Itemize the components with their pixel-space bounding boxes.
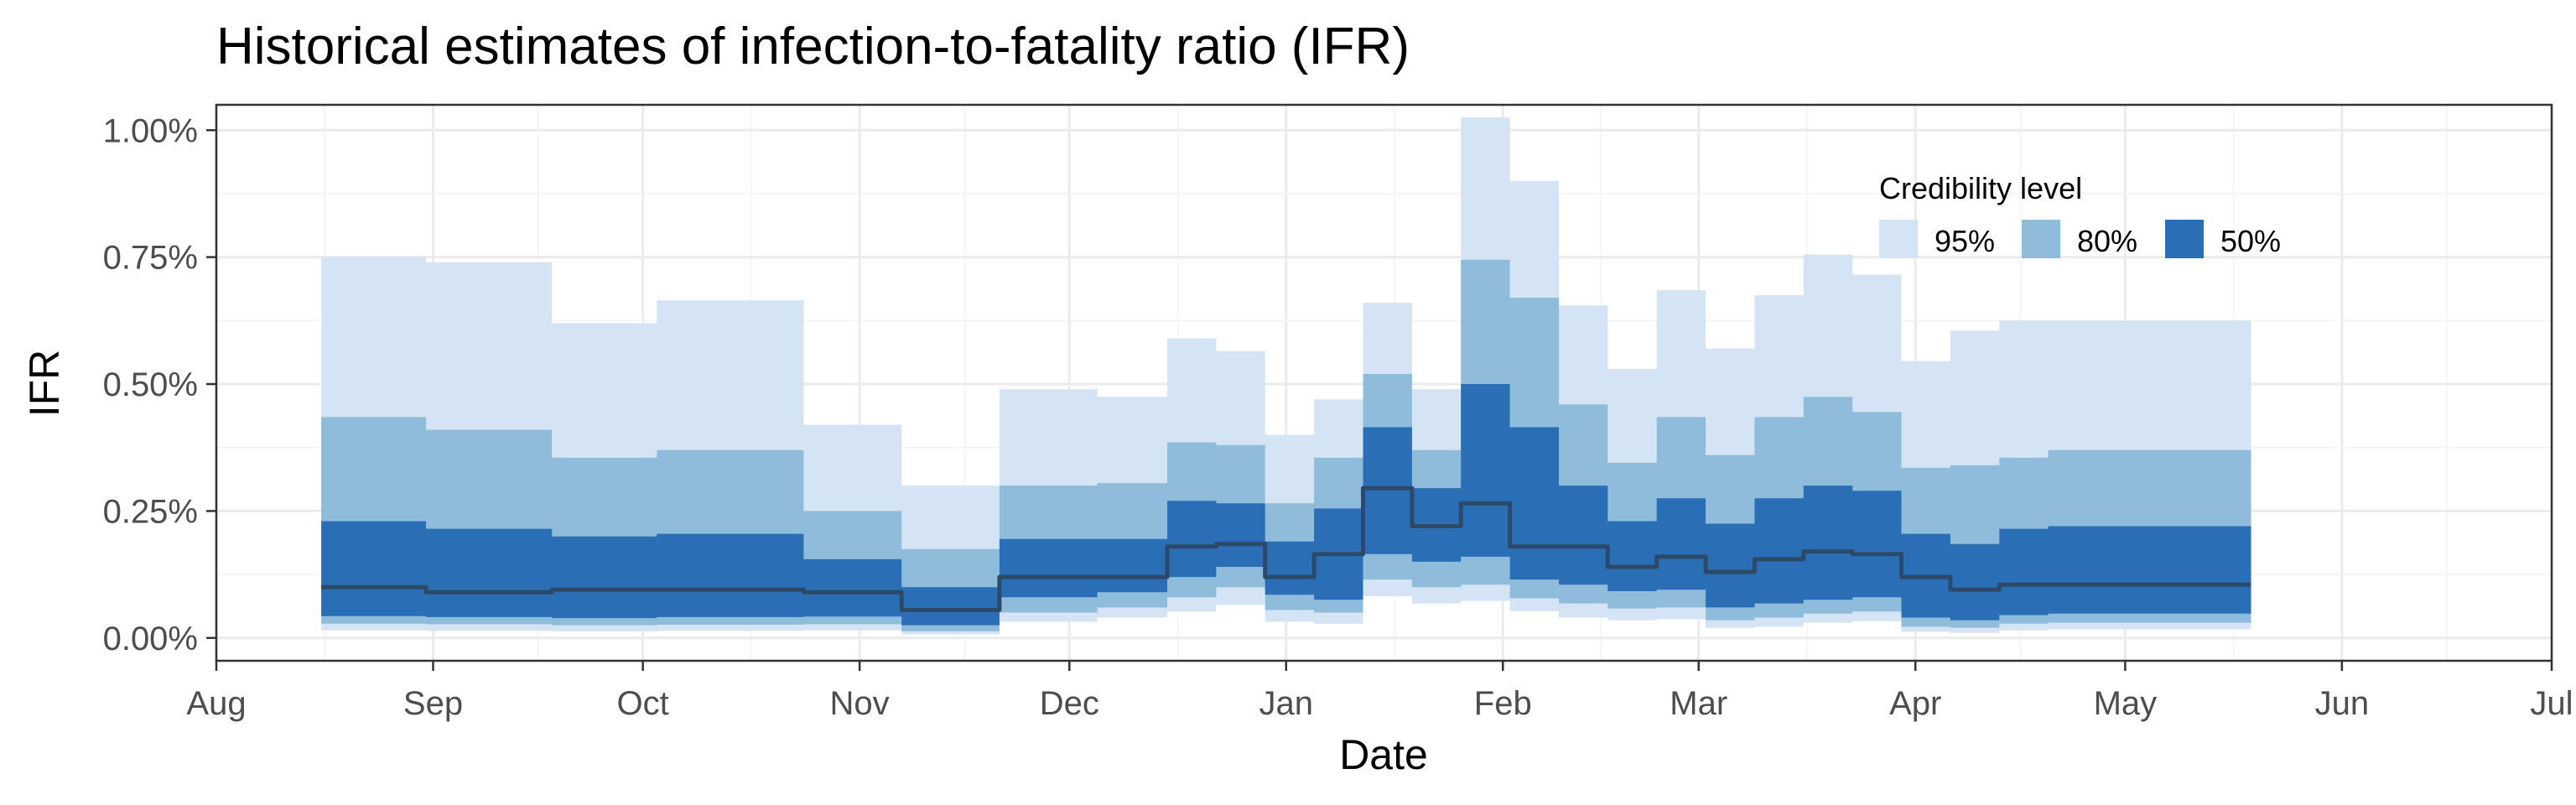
x-tick-label: Dec <box>1040 685 1099 722</box>
median-line-group <box>321 486 2251 612</box>
legend-swatch-80 <box>2022 220 2060 258</box>
x-tick-label: Sep <box>403 685 463 722</box>
y-tick-label: 1.00% <box>103 112 198 149</box>
legend-label: 95% <box>1935 224 1995 258</box>
y-axis-title: IFR <box>21 350 68 418</box>
chart-title: Historical estimates of infection-to-fat… <box>216 18 1410 75</box>
legend-label: 80% <box>2077 224 2137 258</box>
x-tick-label: Mar <box>1670 685 1727 722</box>
x-axis-title: Date <box>1339 731 1428 778</box>
legend-title: Credibility level <box>1879 171 2082 205</box>
x-tick-label: Aug <box>186 685 246 722</box>
y-tick-label: 0.50% <box>103 366 198 403</box>
legend-label: 50% <box>2220 224 2281 258</box>
legend-swatch-50 <box>2165 220 2204 258</box>
y-tick-label: 0.25% <box>103 493 198 530</box>
median-line <box>321 486 2251 612</box>
y-axis: 0.00% 0.25% 0.50% 0.75% 1.00% <box>103 112 216 657</box>
x-tick-label: Jun <box>2315 685 2370 722</box>
y-tick-label: 0.75% <box>103 240 198 277</box>
panel-border <box>215 103 2553 662</box>
x-tick-label: Apr <box>1889 685 1941 722</box>
x-tick-label: Oct <box>617 685 669 722</box>
x-tick-label: Feb <box>1474 685 1532 722</box>
legend-swatch-95 <box>1879 220 1918 258</box>
x-axis: Aug Sep Oct Nov Dec Jan Feb Mar Apr May Jun Jul <box>186 661 2573 722</box>
band-50 <box>321 384 2251 626</box>
credibility-bands <box>321 117 2251 635</box>
legend: Credibility level 95% 80% 50% <box>1879 171 2281 258</box>
x-tick-label: Jul <box>2530 685 2573 722</box>
y-tick-label: 0.00% <box>103 621 198 657</box>
x-tick-label: Nov <box>830 685 890 722</box>
x-tick-label: May <box>2094 685 2158 722</box>
x-tick-label: Jan <box>1259 685 1314 722</box>
